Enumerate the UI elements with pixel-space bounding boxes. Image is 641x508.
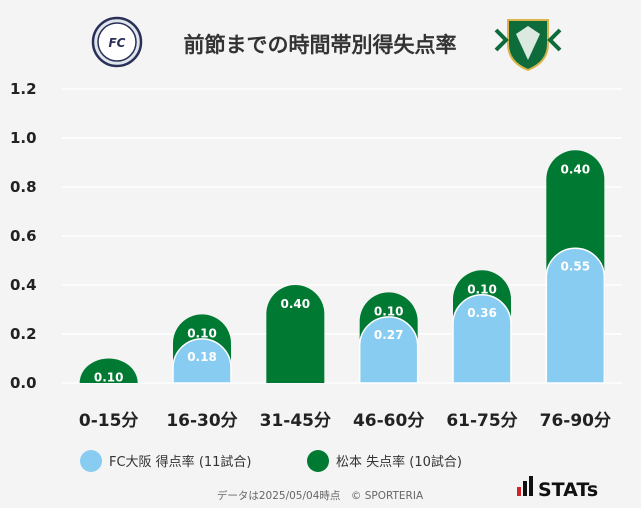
legend-label-matsumoto: 松本 失点率 (10試合)	[336, 454, 462, 470]
bar-matsumoto	[79, 358, 138, 383]
data-label-matsumoto: 0.40	[281, 297, 311, 311]
chart-title: 前節までの時間帯別得失点率	[184, 33, 457, 57]
y-tick-label: 0.4	[10, 276, 37, 294]
svg-text:FC: FC	[108, 36, 125, 50]
stats-logo-icon	[517, 476, 533, 496]
y-tick-label: 0.0	[10, 374, 37, 392]
x-tick-label: 61-75分	[446, 411, 517, 431]
bar-fc-osaka	[358, 316, 419, 384]
data-label-matsumoto: 0.10	[94, 371, 124, 385]
y-tick-label: 0.2	[10, 325, 37, 343]
bar-fc-osaka	[545, 247, 606, 384]
data-label-fc-osaka: 0.36	[467, 306, 497, 320]
data-label-matsumoto: 0.10	[467, 282, 497, 296]
matsumoto-yamaga-logo-icon	[494, 19, 562, 72]
data-label-matsumoto: 0.10	[374, 304, 404, 318]
x-tick-label: 0-15分	[79, 411, 139, 431]
legend-label-fc-osaka: FC大阪 得点率 (11試合)	[109, 454, 252, 470]
y-tick-label: 0.8	[10, 178, 37, 196]
legend-swatch-fc-osaka	[80, 450, 102, 472]
data-label-fc-osaka: 0.27	[374, 328, 404, 342]
stats-brand: STATs	[538, 479, 598, 501]
y-tick-label: 1.2	[10, 80, 37, 98]
data-label-fc-osaka: 0.55	[561, 259, 591, 273]
y-gridlines	[62, 88, 622, 384]
bar-matsumoto	[266, 285, 325, 383]
data-label-fc-osaka: 0.18	[187, 350, 217, 364]
y-axis: 0.0 0.2 0.4 0.6 0.8 1.0 1.2	[10, 80, 37, 392]
x-axis: 0-15分 16-30分 31-45分 46-60分 61-75分 76-90分	[79, 411, 611, 431]
bar-fc-osaka	[452, 294, 512, 384]
y-tick-label: 0.6	[10, 227, 37, 245]
data-label-matsumoto: 0.40	[561, 162, 591, 176]
bar-fc-osaka	[172, 338, 232, 384]
data-source-note: データは2025/05/04時点 © SPORTERIA	[217, 489, 424, 502]
fc-osaka-logo-icon: FC	[91, 16, 143, 68]
x-tick-label: 76-90分	[540, 411, 611, 431]
legend: FC大阪 得点率 (11試合) 松本 失点率 (10試合)	[80, 450, 462, 472]
legend-swatch-matsumoto	[307, 450, 329, 472]
data-label-matsumoto: 0.10	[187, 326, 217, 340]
bars: 0.10 0.18 0.10 0.40 0.27 0.10 0.36 0.10 0.55 0.40	[79, 150, 606, 385]
x-tick-label: 46-60分	[353, 411, 424, 431]
x-tick-label: 31-45分	[260, 411, 331, 431]
x-tick-label: 16-30分	[166, 411, 237, 431]
y-tick-label: 1.0	[10, 129, 37, 147]
